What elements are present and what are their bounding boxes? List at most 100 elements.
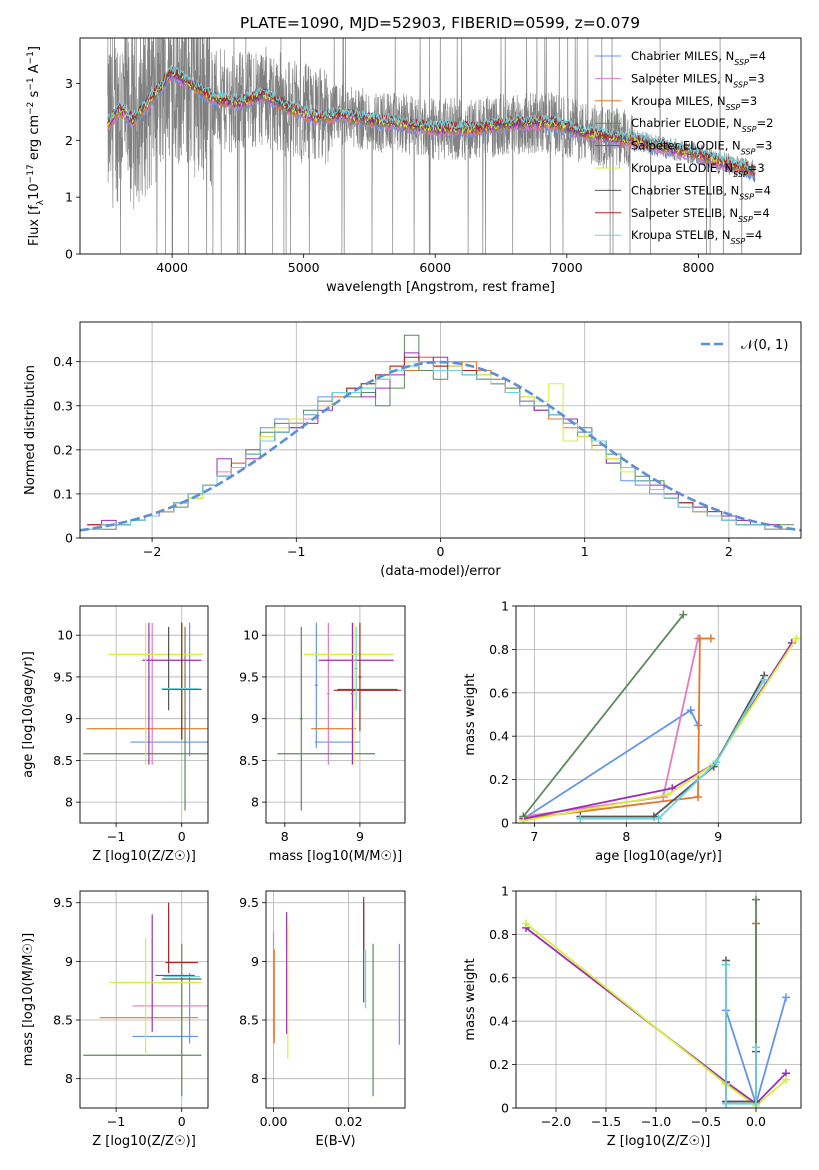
y-axis-label: mass [log10(M/M☉)]: [21, 933, 36, 1066]
y-tick-label: 0.2: [489, 772, 509, 787]
observed-spectrum: [107, 38, 756, 254]
y-tick-label: 8: [251, 795, 259, 810]
x-tick-label: 9: [356, 829, 364, 844]
x-tick-label: 0: [437, 544, 445, 559]
plot-area: [277, 622, 402, 811]
x-axis-label: age [log10(age/yr)]: [595, 849, 722, 864]
y-tick-label: 0.2: [53, 442, 73, 457]
weight-line: [522, 614, 685, 818]
weight-marker: [792, 634, 801, 643]
y-tick-label: 10: [57, 628, 73, 643]
weight-line: [580, 674, 765, 818]
x-axis-label: (data-model)/error: [380, 564, 501, 579]
y-tick-label: 8.5: [53, 753, 73, 768]
x-tick-label: 6000: [419, 260, 451, 275]
y-tick-label: 2: [65, 133, 73, 148]
error-bar-point: [299, 626, 303, 811]
weight-marker: [522, 919, 530, 928]
weight-marker: [706, 634, 715, 643]
x-tick-label: 9: [714, 829, 722, 844]
weight-line: [523, 637, 711, 820]
chart-panel-age-vs-Z: −1 0 8 8.5 9 9.5 10 age [log10(age/yr)] Z [log10…: [21, 605, 209, 864]
weight-line: [580, 679, 765, 820]
x-tick-label: −0.5: [691, 1114, 721, 1129]
x-tick-label: −2: [143, 544, 161, 559]
x-tick-label: 5000: [288, 260, 320, 275]
plot-area: [519, 610, 801, 823]
y-tick-label: 0.8: [489, 927, 509, 942]
weight-marker: [722, 960, 730, 969]
y-tick-label: 0: [65, 247, 73, 262]
error-bar-point: [326, 622, 330, 765]
chart-panel-weight-vs-age: 7 8 9 0 0.2 0.4 0.6 0.8 1 mass weight age [log10(a…: [463, 599, 802, 864]
axes-frame: [79, 321, 802, 539]
weight-marker: [695, 634, 704, 643]
chart-panel-mass-vs-EBV: 0.00 0.02 8 8.5 9 9.5 E(B-V): [239, 890, 406, 1149]
y-tick-label: 9.5: [53, 669, 73, 684]
weight-marker: [782, 1075, 790, 1084]
y-tick-label: 9.5: [239, 669, 259, 684]
x-tick-label: −1: [287, 544, 305, 559]
y-tick-label: 8.5: [53, 1013, 73, 1028]
weight-marker: [519, 816, 528, 823]
weight-marker: [694, 792, 703, 801]
x-axis-label: Z [log10(Z/Z☉)]: [92, 849, 196, 864]
weight-marker: [752, 1099, 760, 1108]
legend-label: Chabrier STELIB, NSSP=4: [631, 183, 771, 201]
y-axis-label: Flux [fλ10−17 erg cm−2 s−1 A−1]: [26, 46, 46, 246]
error-bar-point: [354, 626, 358, 711]
legend-label: Chabrier ELODIE, NSSP=2: [631, 116, 773, 134]
x-tick-label: 8000: [682, 260, 714, 275]
model-fit-line: [107, 63, 756, 171]
y-tick-label: 0.6: [489, 685, 509, 700]
legend-label: Chabrier MILES, NSSP=4: [631, 49, 766, 67]
y-tick-label: 9.5: [53, 895, 73, 910]
axes-frame: [79, 37, 802, 255]
x-tick-label: −1: [107, 829, 125, 844]
plot-area: [272, 896, 400, 1097]
y-tick-label: 9: [251, 954, 259, 969]
x-tick-label: −1: [107, 1114, 125, 1129]
normal-curve: [80, 360, 801, 532]
figure-title: PLATE=1090, MJD=52903, FIBERID=0599, z=0…: [240, 14, 640, 32]
weight-marker: [752, 1043, 760, 1052]
y-axis-label: age [log10(age/yr)]: [21, 651, 36, 778]
weight-marker: [712, 758, 721, 767]
weight-marker: [722, 1099, 730, 1108]
x-tick-label: 0: [178, 829, 186, 844]
x-tick-label: 8: [281, 829, 289, 844]
weight-marker: [654, 814, 663, 823]
x-tick-label: 2: [725, 544, 733, 559]
x-tick-label: −1.0: [641, 1114, 671, 1129]
plot-area: [107, 38, 756, 254]
x-tick-label: 4000: [156, 260, 188, 275]
x-tick-label: 1: [581, 544, 589, 559]
x-tick-label: −2.0: [541, 1114, 571, 1129]
y-axis-label: mass weight: [463, 958, 478, 1040]
y-tick-label: 10: [243, 628, 259, 643]
weight-marker: [576, 814, 585, 823]
y-tick-label: 0.2: [489, 1057, 509, 1072]
y-tick-label: 0: [501, 1101, 509, 1116]
y-tick-label: 0.6: [489, 970, 509, 985]
y-tick-label: 0: [501, 816, 509, 831]
weight-line: [523, 638, 798, 822]
y-tick-label: 8: [251, 1071, 259, 1086]
axes-frame: [79, 605, 209, 824]
plot-area: [83, 622, 208, 811]
chart-panel-residuals: −2 −1 0 1 2 0 0.1 0.2 0.3 0.4 𝒩(0, 1) Normed distri…: [23, 321, 802, 579]
x-tick-label: 8: [622, 829, 630, 844]
y-tick-label: 0.4: [489, 1014, 509, 1029]
y-tick-label: 0.4: [489, 729, 509, 744]
weight-marker: [752, 895, 760, 904]
y-tick-label: 0.8: [489, 642, 509, 657]
error-bar-point: [352, 622, 356, 765]
x-axis-label: wavelength [Angstrom, rest frame]: [326, 280, 555, 295]
legend-label: Salpeter ELODIE, NSSP=3: [631, 139, 772, 157]
legend-label: Salpeter MILES, NSSP=3: [631, 71, 765, 89]
y-tick-label: 9: [65, 711, 73, 726]
x-tick-label: −1.5: [591, 1114, 621, 1129]
y-tick-label: 9.5: [239, 895, 259, 910]
weight-marker: [782, 993, 790, 1002]
plot-area: [83, 902, 208, 1097]
